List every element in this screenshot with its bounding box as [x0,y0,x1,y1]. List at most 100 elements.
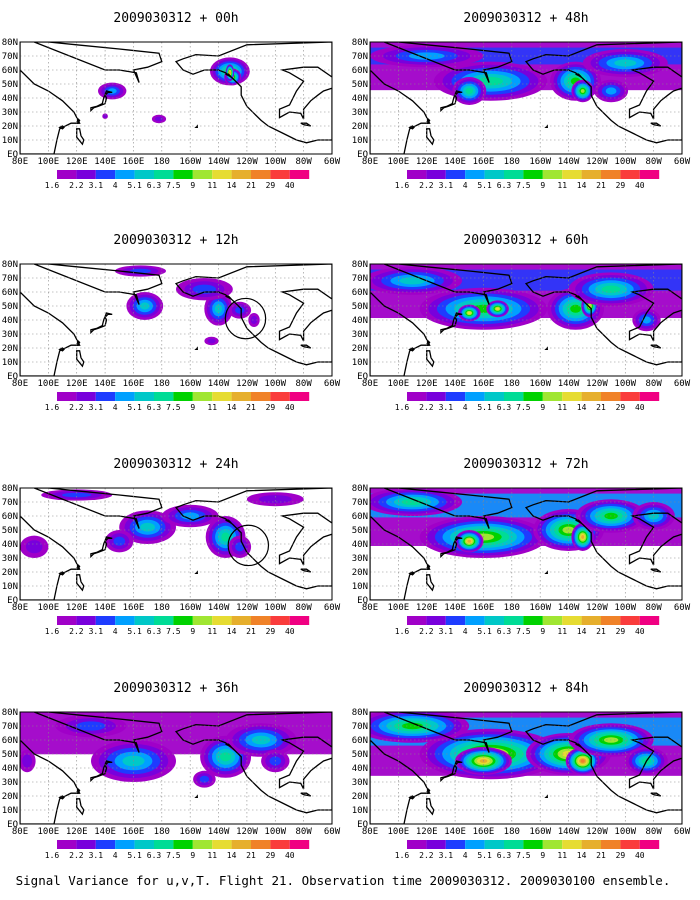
colorbar-swatch [426,840,446,849]
lon-tick-label: 80W [296,603,313,613]
coastline [20,264,81,376]
lat-tick-label: 80N [352,708,368,718]
colorbar-label: 40 [635,851,645,860]
lon-tick-label: 120E [66,157,88,167]
coastline [300,568,312,573]
colorbar-label: 3.1 [439,181,454,190]
lat-tick-label: 10N [2,136,18,146]
colorbar-swatch [76,170,96,179]
coastline [425,339,431,346]
lon-tick-label: 140E [444,157,466,167]
lon-tick-label: 160E [123,603,145,613]
colorbar-swatch [639,392,660,401]
contour-level [401,498,424,506]
colorbar-label: 6.3 [147,403,162,412]
coastline [90,312,113,335]
colorbar-label: 40 [285,403,295,412]
colorbar-swatch [407,392,427,401]
lat-tick-label: 50N [352,526,368,536]
colorbar-swatch [95,392,116,401]
lat-tick-label: EQ [7,372,18,382]
colorbar-swatch [57,392,77,401]
lon-tick-label: 100W [614,157,636,167]
lon-tick-label: 180 [504,157,520,167]
lat-tick-label: 30N [2,778,18,788]
lat-tick-label: 10N [352,582,368,592]
lon-tick-label: 120W [586,157,608,167]
colorbar-label: 4 [113,627,118,636]
coastline [20,42,81,154]
lon-tick-label: 100W [264,379,286,389]
contour-level [235,542,245,552]
map-frame [19,487,333,601]
colorbar-swatch [57,170,77,179]
lat-tick-label: 20N [2,568,18,578]
colorbar-label: 5.1 [477,181,492,190]
colorbar-label: 11 [207,403,217,412]
contour-level [580,759,585,763]
colorbar-label: 3.1 [439,627,454,636]
colorbar-label: 29 [616,627,626,636]
colorbar-label: 2.2 [69,181,84,190]
colorbar-swatch [620,616,640,625]
lat-tick-label: 70N [352,52,368,62]
lat-tick-label: 40N [2,316,18,326]
colorbar-label: 1.6 [45,627,60,636]
lat-tick-label: 50N [2,80,18,90]
lon-tick-label: 80E [362,379,378,389]
lon-tick-label: 100E [388,157,410,167]
coastline [425,563,431,570]
map-frame [369,263,683,377]
colorbar-swatch [76,616,96,625]
lat-tick-label: 20N [2,344,18,354]
lon-tick-label: 140W [558,827,580,837]
coastline [33,488,163,529]
colorbar-label: 5.1 [477,627,492,636]
colorbar-swatch [562,392,582,401]
colorbar-label: 5.1 [127,403,142,412]
lat-tick-label: 80N [352,484,368,494]
colorbar-label: 14 [227,181,237,190]
lat-tick-label: 70N [2,498,18,508]
coastline [33,264,163,305]
colorbar-swatch [504,840,524,849]
coastline [194,124,198,129]
lon-tick-label: 100W [614,827,636,837]
colorbar-label: 1.6 [45,403,60,412]
lat-tick-label: 10N [352,136,368,146]
lon-tick-label: 160W [179,827,201,837]
lon-tick-label: 120W [586,379,608,389]
contour-level [220,752,232,762]
lat-tick-label: 30N [2,554,18,564]
colorbar-label: 29 [266,403,276,412]
coastline [370,488,431,600]
colorbar-label: 6.3 [147,851,162,860]
coastline [425,117,431,124]
colorbar-swatch [173,170,193,179]
colorbar-label: 21 [596,627,606,636]
colorbar-swatch [426,170,446,179]
colorbar-swatch [581,840,601,849]
lat-tick-label: 10N [2,806,18,816]
colorbar-swatch [542,840,563,849]
colorbar-swatch [407,840,427,849]
colorbar: 2.2 3.1 4 5.1 6.3 7.5 9 11 14 21 29 40 1.6 [395,616,660,636]
coastline [544,794,548,799]
colorbar-swatch [251,170,271,179]
colorbar-swatch [231,616,251,625]
lon-tick-label: 160E [123,379,145,389]
lon-tick-label: 80E [362,827,378,837]
contour-level [113,536,126,546]
colorbar-swatch [251,392,271,401]
colorbar-swatch [581,170,601,179]
contour-level [62,492,92,498]
coastline [174,488,332,590]
colorbar-swatch [212,170,232,179]
colorbar-swatch [95,170,116,179]
colorbar-swatch [542,392,563,401]
lat-tick-label: 50N [2,302,18,312]
lon-tick-label: 120E [66,603,88,613]
colorbar-swatch [407,170,427,179]
lat-tick-label: 40N [352,764,368,774]
lat-tick-label: 50N [352,80,368,90]
